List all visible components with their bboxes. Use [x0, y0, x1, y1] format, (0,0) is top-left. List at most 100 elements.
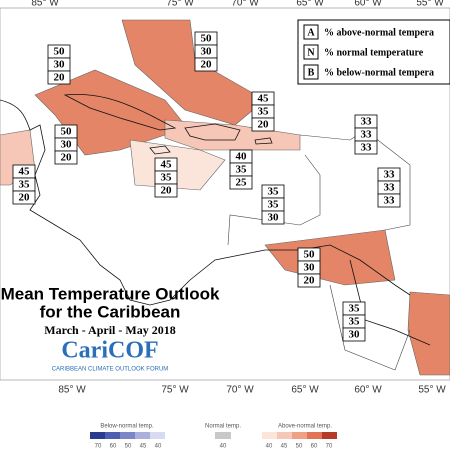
prob-value: 35	[268, 186, 280, 198]
prob-cell	[154, 183, 178, 198]
prob-value: 35	[236, 164, 248, 176]
lon-label: 85° W	[31, 0, 59, 9]
prob-value: 33	[361, 129, 373, 141]
key-letter: N	[307, 47, 315, 58]
colorbar-cell	[120, 432, 135, 439]
prob-cell	[12, 190, 36, 205]
prob-value: 20	[201, 59, 213, 71]
prob-value: 35	[349, 316, 361, 328]
prob-value: 20	[61, 152, 73, 164]
key-letter-box	[303, 64, 319, 80]
coast	[0, 99, 411, 306]
prob-value: 45	[161, 159, 173, 171]
colorbar-tick: 40	[266, 444, 273, 450]
colorbar-tick: 70	[95, 444, 102, 450]
prob-value: 20	[161, 185, 173, 197]
colorbar-cell	[262, 432, 277, 439]
lon-label: 60° W	[354, 385, 382, 396]
key-text: % below-normal tempera	[324, 67, 434, 78]
outline	[299, 129, 411, 231]
prob-value: 33	[361, 142, 373, 154]
zone-bahamas	[121, 19, 266, 126]
colorbar-tick: 45	[140, 444, 147, 450]
colorbar-title: Below-normal temp.	[100, 424, 154, 430]
colorbar-cell	[292, 432, 307, 439]
prob-value: 20	[304, 275, 316, 287]
prob-value: 25	[236, 177, 248, 189]
title: Mean Temperature Outlook	[1, 284, 220, 303]
prob-value: 50	[61, 126, 73, 138]
colorbar-tick: 45	[281, 444, 288, 450]
prob-value: 50	[304, 249, 316, 261]
colorbar-tick: 40	[220, 444, 227, 450]
key-letter: B	[308, 67, 315, 78]
region-outlines	[227, 129, 411, 371]
zone-guianas	[407, 291, 450, 376]
key-text: % normal temperature	[324, 47, 424, 58]
colorbar-title: Above-normal temp.	[278, 424, 332, 430]
prob-value: 20	[19, 192, 31, 204]
lon-label: 65° W	[296, 0, 324, 9]
zone-venezuela	[264, 229, 396, 286]
coastlines	[0, 94, 431, 346]
prob-value: 33	[361, 116, 373, 128]
prob-value: 33	[384, 182, 396, 194]
prob-value: 30	[268, 212, 280, 224]
prob-value: 50	[54, 46, 66, 58]
prob-value: 20	[258, 119, 270, 131]
lon-label: 55° W	[418, 385, 446, 396]
prob-value: 35	[19, 179, 31, 191]
prob-cell	[229, 175, 253, 190]
colorbar-tick: 50	[296, 444, 303, 450]
outline	[227, 154, 321, 246]
prob-value: 20	[54, 72, 66, 84]
prob-value: 45	[258, 93, 270, 105]
prob-cell	[47, 70, 71, 85]
lon-label: 75° W	[161, 385, 189, 396]
lon-label: 65° W	[291, 385, 319, 396]
prob-value: 35	[349, 303, 361, 315]
colorbar-tick: 50	[125, 444, 132, 450]
prob-value: 35	[258, 106, 270, 118]
prob-value: 40	[236, 151, 248, 163]
lon-label: 75° W	[166, 0, 194, 9]
prob-cell	[251, 117, 275, 132]
prob-value: 30	[349, 329, 361, 341]
prob-cell	[297, 273, 321, 288]
prob-cell	[54, 150, 78, 165]
colorbar-tick: 40	[155, 444, 162, 450]
key: A % above-normal tempera N % normal tempera…	[297, 19, 450, 85]
coast-jamaica	[149, 145, 171, 155]
subtitle: for the Caribbean	[40, 302, 181, 321]
colorbar-tick: 60	[311, 444, 318, 450]
coast-hispaniola	[184, 123, 241, 141]
key-letter-box	[303, 24, 319, 40]
prob-cell	[194, 57, 218, 72]
prob-value: 33	[384, 169, 396, 181]
colorbar: Below-normal temp. Normal temp. Above-norm…	[90, 424, 337, 450]
lon-label: 60° W	[354, 0, 382, 9]
colorbar-tick: 60	[110, 444, 117, 450]
lon-label: 85° W	[58, 385, 86, 396]
key-text: % above-normal tempera	[324, 27, 434, 38]
prob-value: 30	[201, 46, 213, 58]
colorbar-tick: 70	[326, 444, 333, 450]
prob-value: 35	[268, 199, 280, 211]
colorbar-cell	[90, 432, 105, 439]
logo-caption: CARIBBEAN CLIMATE OUTLOOK FORUM	[52, 367, 169, 373]
colorbar-cell	[215, 432, 231, 439]
colorbar-cell	[322, 432, 337, 439]
coast-pr	[254, 137, 273, 145]
key-frame	[297, 19, 450, 85]
colorbar-cell	[105, 432, 120, 439]
colorbar-cell	[277, 432, 292, 439]
prob-value: 45	[19, 166, 31, 178]
prob-value: 30	[61, 139, 73, 151]
prob-value: 33	[384, 195, 396, 207]
colorbar-cell	[307, 432, 322, 439]
prob-value: 35	[161, 172, 173, 184]
prob-value: 30	[304, 262, 316, 274]
outline	[329, 284, 411, 371]
logo: CariCOF	[61, 338, 158, 364]
